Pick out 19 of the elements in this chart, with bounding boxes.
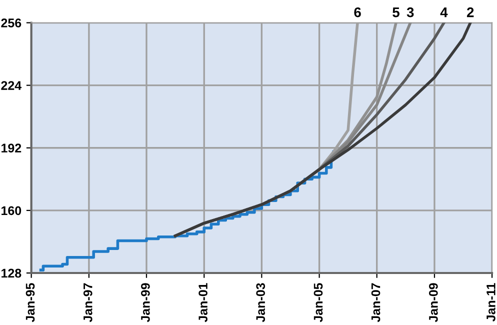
y-tick-label: 160 <box>2 206 22 216</box>
y-tick-label: 192 <box>2 144 22 153</box>
y-tick-label: 224 <box>1 81 22 90</box>
series-label: 3 <box>406 7 414 18</box>
x-tick-label: Jan-05 <box>314 283 323 322</box>
y-tick-label: 128 <box>2 268 22 278</box>
y-tick-label: 256 <box>1 18 22 28</box>
x-tick-label: Jan-03 <box>256 283 266 322</box>
x-tick-label: Jan-99 <box>140 283 150 322</box>
x-tick-label: Jan-09 <box>428 283 438 322</box>
x-tick-label: Jan-97 <box>83 283 92 322</box>
series-label: 6 <box>354 7 361 18</box>
series-label: 2 <box>466 7 474 18</box>
x-tick-label: Jan-11 <box>486 283 496 322</box>
series-label: 5 <box>392 8 400 18</box>
x-tick-label: Jan-07 <box>371 283 380 322</box>
x-tick-label: Jan-01 <box>198 283 208 322</box>
x-tick-label: Jan-95 <box>26 283 35 322</box>
series-label: 4 <box>440 8 448 18</box>
